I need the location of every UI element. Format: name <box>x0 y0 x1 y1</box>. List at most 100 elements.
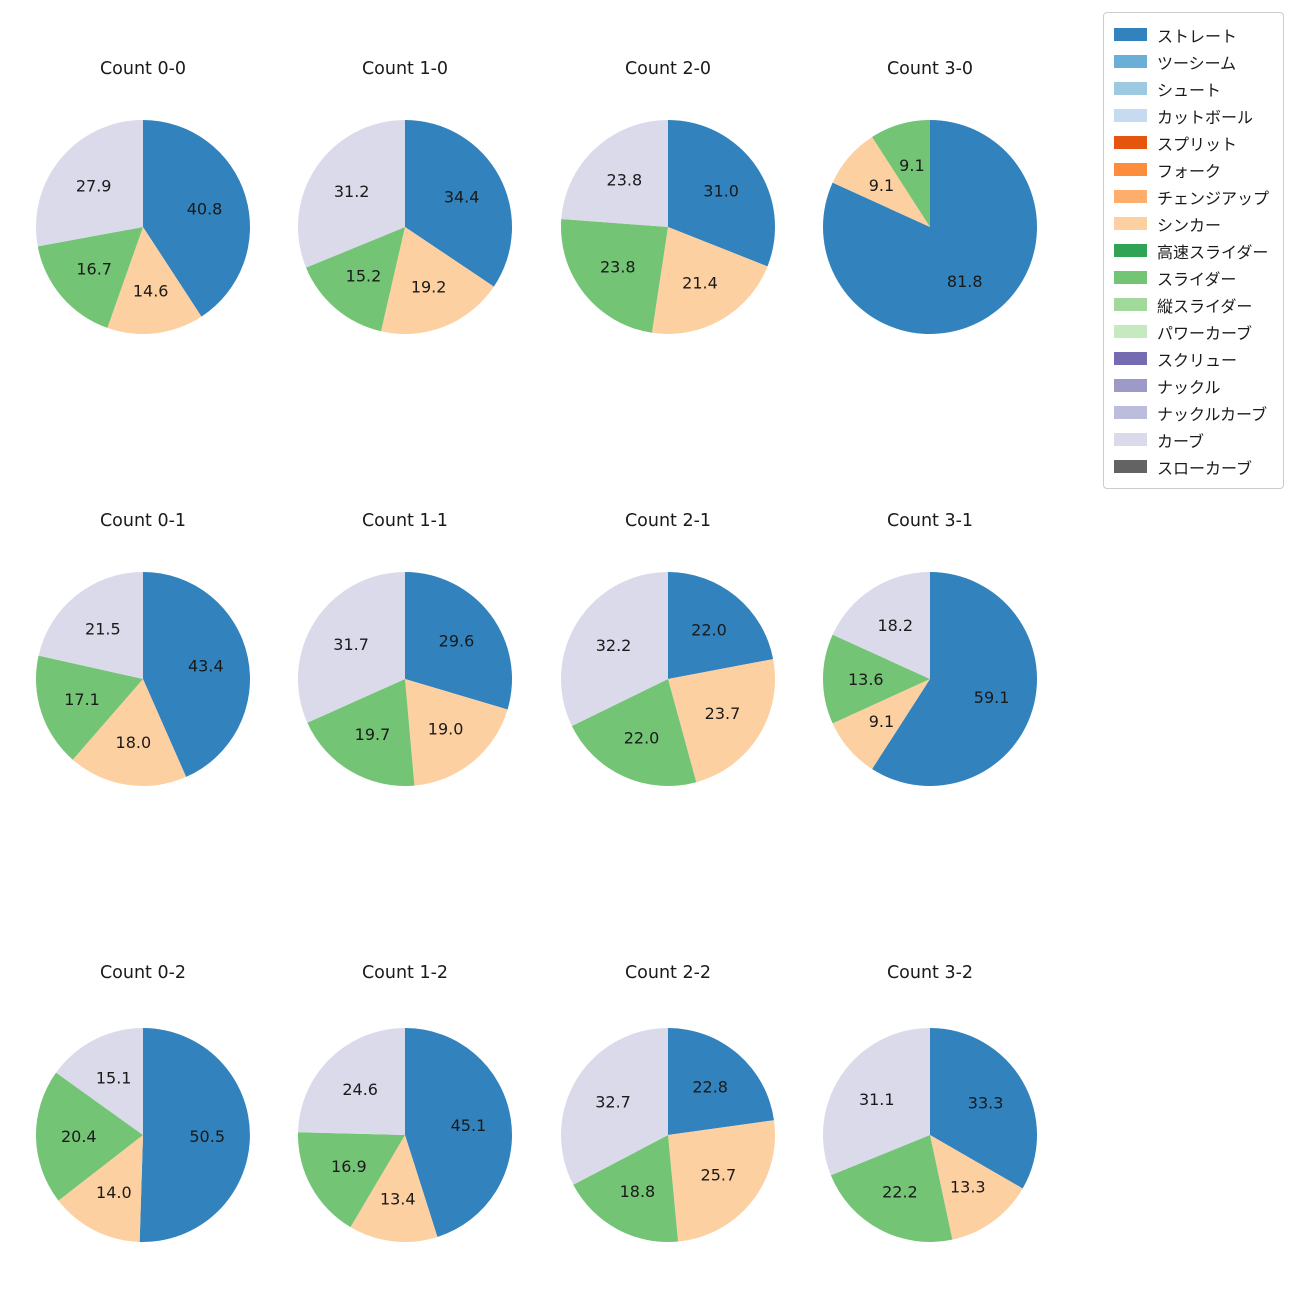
pie-slice-label: 31.2 <box>334 182 370 201</box>
legend-swatch <box>1113 217 1147 230</box>
legend-swatch <box>1113 460 1147 473</box>
legend-label: ツーシーム <box>1156 53 1237 73</box>
pie-slice <box>823 634 930 724</box>
pie-slice-label: 22.0 <box>691 620 727 639</box>
pie-slice <box>139 1028 250 1242</box>
pie-chart-count-1-1: 29.6 19.0 19.7 31.7 <box>297 572 512 787</box>
pie-slice <box>668 659 775 783</box>
pie-slice <box>930 1028 1037 1189</box>
legend-item: フォーク <box>1113 156 1269 183</box>
legend-swatch <box>1113 298 1147 311</box>
pie-slice <box>571 679 697 786</box>
pie-slice <box>307 679 415 787</box>
pie-slice-label: 31.1 <box>859 1090 895 1109</box>
pie-slice-label: 23.7 <box>705 704 741 723</box>
pie-slice <box>58 1135 144 1242</box>
legend-item: シュート <box>1113 75 1269 102</box>
legend-label: チェンジアップ <box>1156 188 1269 208</box>
pie-slice <box>72 679 187 786</box>
legend-label: ナックルカーブ <box>1156 404 1268 424</box>
pie-slice <box>297 572 405 723</box>
pie-slice <box>668 1028 774 1135</box>
legend-item: スローカーブ <box>1113 453 1269 480</box>
pie-slice-label: 14.6 <box>133 282 169 301</box>
pie-slice <box>668 1120 776 1242</box>
chart-title-count-0-1: Count 0-1 <box>99 511 187 531</box>
legend-item: スクリュー <box>1113 345 1269 372</box>
legend-label: シンカー <box>1156 215 1221 235</box>
pie-slice <box>560 218 668 333</box>
pie-slice <box>405 1028 512 1237</box>
legend-label: フォーク <box>1156 161 1221 181</box>
legend-swatch <box>1113 433 1147 446</box>
legend-swatch <box>1113 352 1147 365</box>
pie-slice <box>832 572 930 679</box>
pie-slice-label: 29.6 <box>439 631 475 650</box>
pie-slice <box>651 227 768 335</box>
pie-chart-count-3-0: 81.8 9.1 9.1 <box>823 120 1038 334</box>
pie-slice <box>298 1028 405 1135</box>
legend-label: パワーカーブ <box>1156 323 1253 343</box>
pie-slice-label: 16.7 <box>76 259 112 278</box>
pie-slice-label: 31.0 <box>703 182 739 201</box>
pie-chart-count-2-2: 22.8 25.7 18.8 32.7 <box>561 1028 776 1243</box>
pie-slice-label: 18.2 <box>877 616 913 635</box>
chart-title-count-3-0: Count 3-0 <box>886 59 974 79</box>
pie-slice-label: 24.6 <box>342 1080 378 1099</box>
pie-slice <box>822 1028 930 1176</box>
legend-item: 高速スライダー <box>1113 237 1269 264</box>
pie-slice <box>38 572 143 679</box>
pie-slice-label: 17.1 <box>64 690 100 709</box>
pie-slice <box>930 1135 1023 1240</box>
pie-slice <box>561 1028 668 1185</box>
chart-title-count-2-2: Count 2-2 <box>624 963 712 983</box>
legend-swatch <box>1113 82 1147 95</box>
pie-slice <box>560 572 668 726</box>
legend-label: スクリュー <box>1156 350 1237 370</box>
legend-label: スローカーブ <box>1156 458 1253 478</box>
legend-item: スライダー <box>1113 264 1269 291</box>
pie-slice <box>830 1135 953 1242</box>
chart-title-count-2-0: Count 2-0 <box>624 59 712 79</box>
pie-chart-count-1-0: 34.4 19.2 15.2 31.2 <box>298 120 512 334</box>
pie-slice <box>668 572 774 679</box>
legend-label: スライダー <box>1156 269 1237 289</box>
legend: ストレート ツーシーム シュート カットボール スプリット フォーク チェンジア… <box>1102 12 1284 489</box>
pie-slice-label: 19.7 <box>355 725 391 744</box>
pie-chart-count-3-2: 33.3 13.3 22.2 31.1 <box>822 1028 1037 1242</box>
legend-item: チェンジアップ <box>1113 183 1269 210</box>
legend-swatch <box>1113 109 1147 122</box>
pie-slice-label: 21.5 <box>85 620 121 639</box>
pie-slice <box>573 1135 679 1243</box>
pie-slice <box>832 679 930 769</box>
chart-title-count-1-1: Count 1-1 <box>361 511 449 531</box>
pie-slice-label: 43.4 <box>188 657 224 676</box>
legend-item: ツーシーム <box>1113 48 1269 75</box>
pie-slice-label: 50.5 <box>189 1127 225 1146</box>
chart-title-count-0-0: Count 0-0 <box>99 59 187 79</box>
legend-swatch <box>1113 244 1147 257</box>
legend-swatch <box>1113 136 1147 149</box>
legend-swatch <box>1113 406 1147 419</box>
legend-item: 縦スライダー <box>1113 291 1269 318</box>
pie-slice <box>107 227 202 335</box>
pie-slice <box>381 227 494 334</box>
pie-slice-label: 18.8 <box>620 1182 656 1201</box>
pie-slice-label: 59.1 <box>974 688 1010 707</box>
legend-swatch <box>1113 379 1147 392</box>
pie-slice-label: 31.7 <box>333 635 369 654</box>
legend-item: ナックルカーブ <box>1113 399 1269 426</box>
legend-label: 高速スライダー <box>1156 242 1269 262</box>
pie-slice <box>405 572 512 710</box>
pie-slice <box>872 120 930 227</box>
pie-slice-label: 18.0 <box>116 733 152 752</box>
pie-slice-label: 9.1 <box>869 176 894 195</box>
chart-title-count-1-0: Count 1-0 <box>361 59 449 79</box>
pie-slice-label: 20.4 <box>61 1127 97 1146</box>
pie-slice <box>832 137 930 227</box>
pie-slice-label: 45.1 <box>451 1116 487 1135</box>
chart-title-count-0-2: Count 0-2 <box>99 963 187 983</box>
pie-slice-label: 23.8 <box>607 171 643 190</box>
pie-slice <box>306 227 405 332</box>
